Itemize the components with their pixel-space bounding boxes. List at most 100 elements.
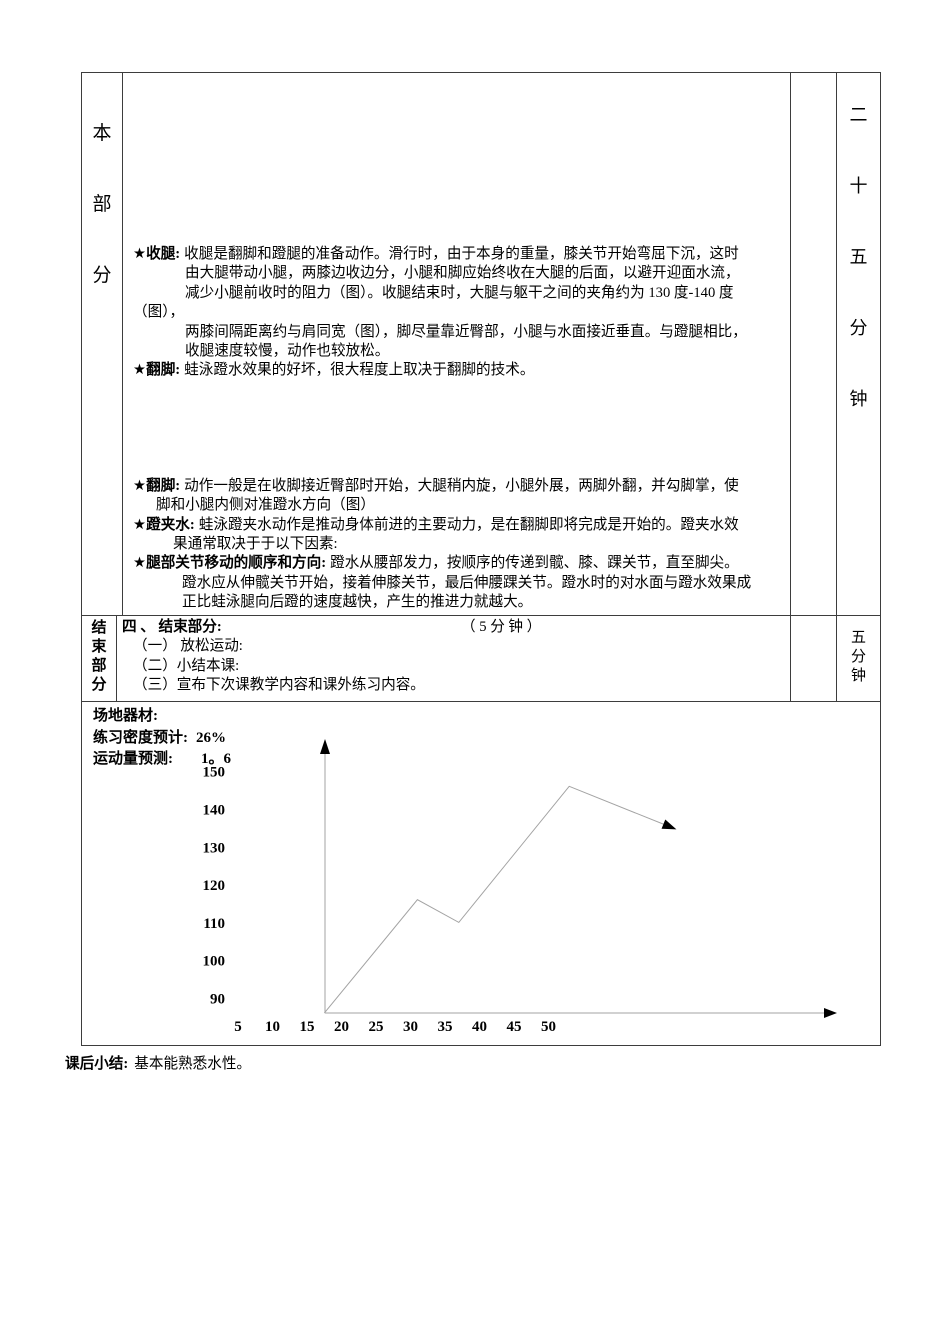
list-item: （一） 放松运动: <box>133 638 243 655</box>
end-part-content: 四 、 结束部分: （ 5 分 钟 ） （一） 放松运动: （二）小结本课: （… <box>117 616 791 701</box>
text-line: ★腿部关节移动的顺序和方向: 蹬水从腰部发力，按顺序的传递到髋、膝、踝关节，直至脚… <box>133 554 790 573</box>
line-text: 正比蛙泳腿向后蹬的速度越快，产生的推进力就越大。 <box>182 594 533 611</box>
y-tick-label: 100 <box>203 954 226 970</box>
line-text: 减少小腿前收时的阻力（图）。收腿结束时，大腿与躯干之间的夹角约为 130 度-1… <box>185 284 734 301</box>
y-axis-tick-labels: 150 140 130 120 110 100 90 <box>203 765 226 1008</box>
technique-block-kick: ★ 翻脚: 动作一般是在收脚接近臀部时开始，大腿稍内旋，小腿外展，两脚外翻，并勾脚掌… <box>133 477 790 613</box>
list-item: （二）小结本课: <box>133 657 240 674</box>
term-label: 翻脚: <box>146 362 181 379</box>
x-axis-tick-labels: 5 10 15 20 25 30 35 40 45 50 <box>234 1019 556 1035</box>
end-part-row: 结 束 部 分 四 、 结束部分: （ 5 分 钟 ） （一） 放松运动: （二… <box>82 616 880 702</box>
text-line: ★翻脚: 动作一般是在收脚接近臀部时开始，大腿稍内旋，小腿外展，两脚外翻，并勾脚掌… <box>133 477 790 496</box>
label-char: 分 <box>92 265 112 286</box>
x-tick-label: 30 <box>403 1019 418 1035</box>
y-tick-label: 110 <box>203 916 225 932</box>
label-char: 部 <box>91 658 107 674</box>
load-curve-chart: 150 140 130 120 110 100 90 5 10 15 20 25 30 35 40 45 50 <box>203 739 837 1035</box>
equipment-chart-row: 场地器材: 练习密度预计: 26% 运动量预测: 1。6 150 140 130 120 1… <box>82 702 880 1045</box>
load-value: 1。6 <box>201 751 232 767</box>
line-text: 两膝间隔距离约与肩同宽（图），脚尽量靠近臀部，小腿与水面接近垂直。与蹬腿相比， <box>185 323 747 340</box>
heading-text: 四 、 结束部分: <box>122 619 222 635</box>
star-bullet: ★ <box>133 362 147 379</box>
term-label: 腿部关节移动的顺序和方向: <box>146 555 327 572</box>
y-axis-arrow-icon <box>320 739 330 754</box>
x-tick-label: 40 <box>472 1019 487 1035</box>
venue-equipment-line: 场地器材: <box>93 706 880 728</box>
line-text: 脚和小腿内侧对准蹬水方向（图） <box>156 497 375 514</box>
text-line: 果通常取决于于以下因素: <box>133 535 790 554</box>
technique-block-leg-recovery: ★收腿: 收腿是翻脚和蹬腿的准备动作。滑行时，由于本身的重量，膝关节开始弯屈下沉，… <box>133 245 790 381</box>
density-line: 练习密度预计: 26% <box>93 728 880 750</box>
text-line: 正比蛙泳腿向后蹬的速度越快，产生的推进力就越大。 <box>133 593 790 612</box>
label-char: 束 <box>91 639 107 655</box>
x-tick-label: 35 <box>438 1019 453 1035</box>
line-text: （图）， <box>133 304 185 321</box>
line-text: 动作一般是在收脚接近臀部时开始，大腿稍内旋，小腿外展，两脚外翻，并勾脚掌，使 <box>184 477 739 494</box>
y-tick-label: 120 <box>203 878 226 894</box>
text-line: 收腿速度较慢，动作也较放松。 <box>133 342 790 361</box>
spacer-column <box>791 616 837 701</box>
duration-char: 十 <box>849 176 868 196</box>
main-part-content: ★收腿: 收腿是翻脚和蹬腿的准备动作。滑行时，由于本身的重量，膝关节开始弯屈下沉，… <box>123 73 791 615</box>
x-tick-label: 50 <box>541 1019 556 1035</box>
star-bullet: ★ <box>133 246 147 262</box>
line-text: 蹬水从腰部发力，按顺序的传递到髋、膝、踝关节，直至脚尖。 <box>330 555 739 572</box>
text-line: 蹬水应从伸髋关节开始，接着伸膝关节，最后伸腰踝关节。蹬水时的对水面与蹬水效果成 <box>133 574 790 593</box>
line-text: 收腿是翻脚和蹬腿的准备动作。滑行时，由于本身的重量，膝关节开始弯屈下沉，这时 <box>184 246 739 262</box>
duration-label-5min: 五 分 钟 <box>837 616 880 701</box>
text-line: ★蹬夹水: 蛙泳蹬夹水动作是推动身体前进的主要动力，是在翻脚即将完成是开始的。蹬夹… <box>133 516 790 535</box>
section-label-end-part: 结 束 部 分 <box>82 616 117 701</box>
duration-char: 钟 <box>849 389 868 409</box>
label-char: 结 <box>91 620 107 636</box>
x-tick-label: 5 <box>234 1019 242 1035</box>
line-text: 由大腿带动小腿，两膝边收边分，小腿和脚应始终收在大腿的后面，以避开迎面水流， <box>185 265 740 282</box>
label-char: 本 <box>92 123 112 144</box>
density-label: 练习密度预计: <box>93 729 188 746</box>
term-label: 翻脚: <box>146 477 181 494</box>
main-part-row: 本 部 分 ★收腿: 收腿是翻脚和蹬腿的准备动作。滑行时，由于本身的重量，膝关节开… <box>82 73 880 616</box>
duration-char: 分 <box>850 649 866 665</box>
venue-label: 场地器材: <box>93 708 158 724</box>
heading-duration: （ 5 分 钟 ） <box>461 619 542 635</box>
spacer-column <box>791 73 837 615</box>
star-bullet: ★ <box>133 555 147 572</box>
duration-char: 五 <box>849 247 868 267</box>
text-line: 减少小腿前收时的阻力（图）。收腿结束时，大腿与躯干之间的夹角约为 130 度-1… <box>133 284 790 303</box>
section-label-main-part: 本 部 分 <box>82 73 123 615</box>
text-line: 由大腿带动小腿，两膝边收边分，小腿和脚应始终收在大腿的后面，以避开迎面水流， <box>133 264 790 283</box>
duration-char: 二 <box>849 105 868 125</box>
load-label: 运动量预测: <box>93 751 173 767</box>
x-axis-arrow-icon <box>824 1008 837 1018</box>
line-text: 蛙泳蹬夹水动作是推动身体前进的主要动力，是在翻脚即将完成是开始的。蹬夹水效 <box>198 516 739 533</box>
text-line: （图）， <box>133 303 790 322</box>
x-tick-label: 10 <box>265 1019 280 1035</box>
after-class-text: 基本能熟悉水性。 <box>134 1056 252 1072</box>
text-line: ★收腿: 收腿是翻脚和蹬腿的准备动作。滑行时，由于本身的重量，膝关节开始弯屈下沉，… <box>133 245 790 264</box>
line-text: 果通常取决于于以下因素: <box>173 536 338 553</box>
end-part-heading: 四 、 结束部分: （ 5 分 钟 ） <box>122 618 790 637</box>
y-tick-label: 130 <box>203 840 226 856</box>
star-bullet: ★ <box>133 516 147 533</box>
after-class-summary: 课后小结: 基本能熟悉水性。 <box>65 1052 251 1073</box>
text-line: ★翻脚: 蛙泳蹬水效果的好坏，很大程度上取决于翻脚的技术。 <box>133 361 790 380</box>
y-tick-label: 140 <box>203 803 226 819</box>
term-label: 收腿: <box>146 246 181 262</box>
line-text: 蹬水应从伸髋关节开始，接着伸膝关节，最后伸腰踝关节。蹬水时的对水面与蹬水效果成 <box>182 574 752 591</box>
series-line <box>323 785 673 1014</box>
line-text: 收腿速度较慢，动作也较放松。 <box>185 343 390 360</box>
label-char: 分 <box>91 677 107 693</box>
text-line: 两膝间隔距离约与肩同宽（图），脚尽量靠近臀部，小腿与水面接近垂直。与蹬腿相比， <box>133 323 790 342</box>
load-line: 运动量预测: 1。6 <box>93 749 880 771</box>
equipment-info: 场地器材: 练习密度预计: 26% 运动量预测: 1。6 <box>82 702 880 771</box>
label-char: 部 <box>92 194 112 215</box>
duration-char: 分 <box>849 318 868 338</box>
x-tick-label: 20 <box>334 1019 349 1035</box>
x-tick-label: 25 <box>369 1019 384 1035</box>
lesson-plan-table: 本 部 分 ★收腿: 收腿是翻脚和蹬腿的准备动作。滑行时，由于本身的重量，膝关节开… <box>81 72 881 1046</box>
duration-char: 钟 <box>850 668 866 684</box>
x-tick-label: 15 <box>300 1019 315 1035</box>
after-class-label: 课后小结: <box>65 1056 129 1072</box>
duration-label-25min: 二 十 五 分 钟 <box>837 73 880 615</box>
x-tick-label: 45 <box>507 1019 522 1035</box>
